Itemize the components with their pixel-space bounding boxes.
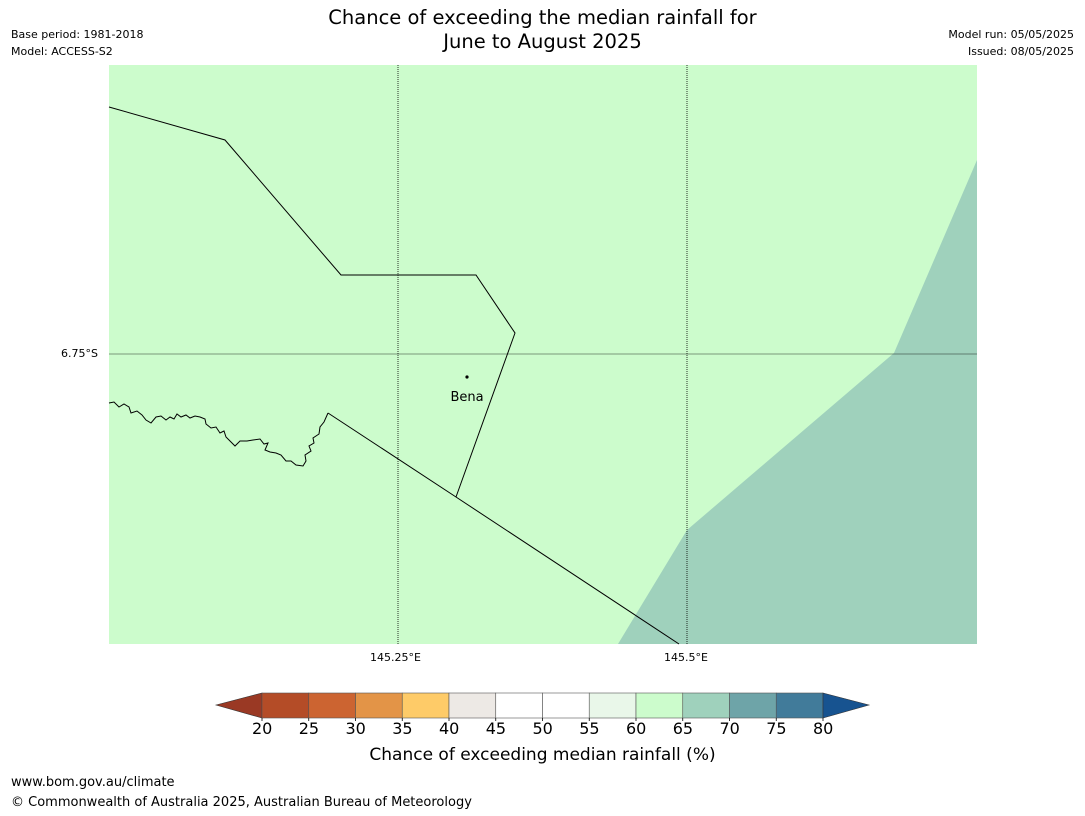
- colorbar: [214, 692, 871, 721]
- base-period-text: Base period: 1981-2018: [11, 28, 144, 41]
- colorbar-tick-label: 75: [766, 719, 787, 738]
- lat-tick-label: 6.75°S: [61, 347, 98, 360]
- colorbar-tick-label: 50: [532, 719, 553, 738]
- colorbar-under-arrow: [214, 692, 263, 719]
- town-marker: [465, 375, 469, 379]
- colorbar-tick-label: 25: [298, 719, 320, 738]
- footer-url[interactable]: www.bom.gov.au/climate: [11, 775, 175, 790]
- colorbar-cell: [355, 692, 403, 719]
- footer-copyright: © Commonwealth of Australia 2025, Austra…: [11, 795, 472, 810]
- model-run-text: Model run: 05/05/2025: [948, 28, 1074, 41]
- colorbar-ticks: [261, 718, 824, 721]
- colorbar-cell: [729, 692, 777, 719]
- meta-left: Base period: 1981-2018 Model: ACCESS-S2: [11, 26, 143, 60]
- colorbar-tick-label: 40: [439, 719, 460, 738]
- province-border-south: [327, 412, 680, 645]
- colorbar-tick-label: 45: [485, 719, 507, 738]
- town-label: Bena: [450, 390, 483, 405]
- issued-text: Issued: 08/05/2025: [967, 45, 1074, 58]
- lon-tick-label-14525: 145.25°E: [370, 651, 421, 664]
- lon-tick-label-1455: 145.5°E: [664, 651, 708, 664]
- colorbar-cells: [261, 692, 824, 719]
- colorbar-cell: [448, 692, 497, 719]
- colorbar-tick-label: 35: [392, 719, 413, 738]
- colorbar-cell: [682, 692, 730, 719]
- band-65-70: [618, 160, 977, 644]
- meta-right: Model run: 05/05/2025 Issued: 08/05/2025: [948, 26, 1074, 60]
- colorbar-cell: [401, 692, 450, 719]
- colorbar-tick-label: 60: [626, 719, 647, 738]
- colorbar-cell: [635, 692, 684, 719]
- model-text: Model: ACCESS-S2: [11, 45, 113, 58]
- colorbar-tick-label: 55: [579, 719, 600, 738]
- colorbar-tick-label: 65: [672, 719, 694, 738]
- colorbar-tick-label: 30: [345, 719, 366, 738]
- colorbar-cell: [308, 692, 356, 719]
- colorbar-cell: [261, 692, 310, 719]
- map-title: Chance of exceeding the median rainfall …: [0, 6, 1085, 54]
- colorbar-tick-label: 80: [813, 719, 834, 738]
- river-boundary: [108, 401, 329, 467]
- colorbar-tick-label: 70: [719, 719, 740, 738]
- colorbar-tick-label: 20: [252, 719, 273, 738]
- province-border-north: [108, 106, 516, 498]
- colorbar-title: Chance of exceeding median rainfall (%): [369, 745, 716, 765]
- colorbar-cell: [542, 692, 590, 719]
- colorbar-cell: [775, 692, 824, 719]
- colorbar-cell: [588, 692, 637, 719]
- title-line-2: June to August 2025: [443, 30, 642, 53]
- colorbar-cell: [495, 692, 543, 719]
- title-line-1: Chance of exceeding the median rainfall …: [328, 6, 757, 29]
- colorbar-over-arrow: [822, 692, 871, 719]
